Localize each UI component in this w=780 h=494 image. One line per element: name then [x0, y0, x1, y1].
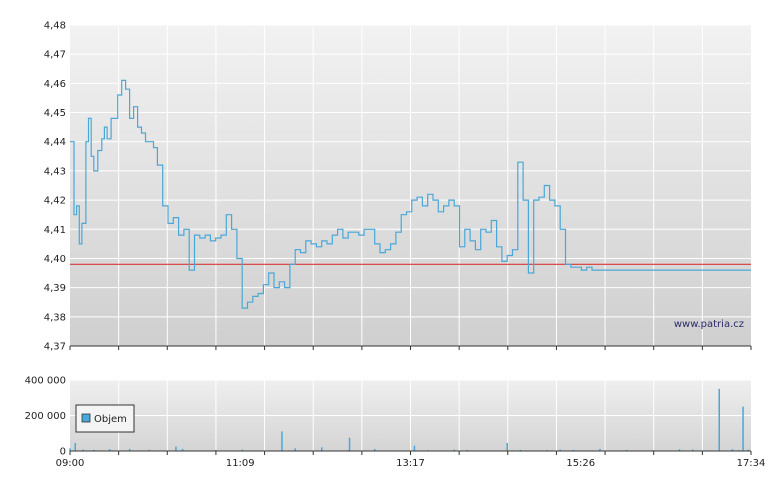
volume-bar	[678, 449, 681, 451]
price-y-tick-label: 4,41	[44, 225, 66, 236]
legend-swatch	[81, 413, 91, 423]
x-tick-label: 17:34	[737, 458, 766, 469]
volume-bar	[519, 449, 522, 451]
volume-legend: Objem	[75, 404, 135, 433]
price-x-ticks	[69, 346, 752, 350]
volume-bar	[93, 449, 95, 451]
volume-bar	[321, 447, 323, 451]
volume-bar	[506, 443, 508, 451]
volume-bar	[374, 448, 376, 451]
volume-bar	[74, 443, 76, 451]
volume-bar	[692, 449, 694, 451]
legend-label: Objem	[94, 414, 127, 425]
volume-bar	[294, 448, 296, 451]
price-y-tick-label: 4,46	[44, 79, 66, 90]
price-y-tick-label: 4,38	[44, 312, 66, 323]
volume-y-tick-label: 400 000	[25, 376, 66, 387]
price-y-tick-label: 4,39	[44, 283, 66, 294]
price-y-tick-label: 4,44	[44, 137, 66, 148]
volume-y-tick-label: 0	[60, 447, 66, 458]
price-y-tick-label: 4,45	[44, 108, 66, 119]
volume-bar	[466, 449, 469, 451]
volume-bar	[128, 448, 131, 451]
x-tick-label: 15:26	[566, 458, 595, 469]
volume-x-ticks: 09:00 11:09 13:17 15:26 17:34	[56, 451, 766, 469]
volume-bar	[413, 445, 416, 451]
volume-y-tick-label: 200 000	[25, 411, 66, 422]
x-tick-label: 13:17	[396, 458, 425, 469]
volume-bar	[718, 388, 720, 451]
price-series-line	[70, 79, 751, 309]
volume-y-ticks: 0 200 000 400 000	[25, 376, 66, 458]
volume-bar	[109, 449, 111, 451]
volume-bar	[453, 449, 455, 451]
volume-bar	[82, 449, 84, 451]
volume-bar	[599, 448, 601, 451]
price-y-tick-label: 4,37	[44, 342, 66, 353]
price-y-tick-label: 4,42	[44, 196, 66, 207]
volume-bar	[742, 406, 744, 451]
price-line-group	[70, 79, 751, 309]
price-y-tick-label: 4,43	[44, 166, 66, 177]
volume-bar	[559, 449, 561, 451]
price-y-tick-label: 4,47	[44, 50, 66, 61]
price-y-tick-label: 4,48	[44, 21, 66, 32]
volume-bar	[215, 449, 217, 451]
watermark: www.patria.cz	[674, 319, 744, 330]
volume-bar	[572, 449, 575, 451]
volume-bar	[625, 449, 628, 451]
volume-bar	[731, 449, 734, 451]
x-tick-label: 11:09	[226, 458, 255, 469]
volume-bar	[241, 449, 243, 451]
volume-bar	[69, 448, 71, 451]
x-tick-label: 09:00	[56, 458, 85, 469]
volume-bar	[148, 449, 151, 451]
price-y-tick-label: 4,40	[44, 254, 66, 265]
price-y-ticks: 4,37 4,38 4,39 4,40 4,41 4,42 4,43 4,44 4,45 4,46…	[44, 21, 66, 353]
volume-bar	[348, 437, 351, 451]
volume-bar	[747, 449, 750, 451]
price-grid	[70, 24, 751, 347]
volume-bar	[181, 448, 184, 451]
volume-bar	[281, 431, 283, 451]
volume-bar	[175, 446, 177, 451]
